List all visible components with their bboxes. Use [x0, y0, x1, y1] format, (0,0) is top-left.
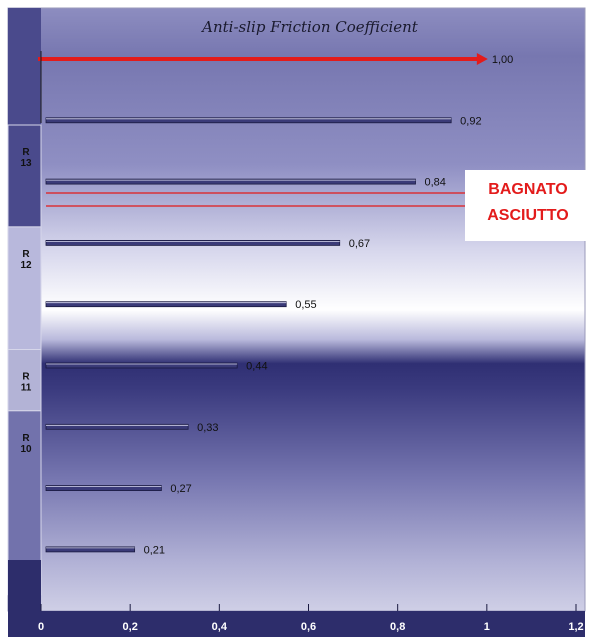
legend-label-asciutto: ASCIUTTO [487, 207, 568, 224]
bar [45, 485, 162, 492]
band-label: 11 [21, 383, 32, 394]
x-tick-label: 1,2 [568, 621, 583, 633]
legend-background [465, 170, 587, 241]
bar-value-label: 0,33 [197, 422, 218, 434]
chart-title: Anti-slip Friction Coefficient [200, 18, 419, 36]
x-axis-bar [8, 611, 585, 637]
band-label: 13 [20, 158, 32, 169]
bar-value-label: 1,00 [492, 54, 513, 66]
bar [45, 546, 136, 553]
band-label: R [22, 372, 30, 383]
bar-group: 1,00 0,92 0,84 0,67 0,55 0,44 0,33 0,27 0,21 [38, 51, 513, 556]
bar-value-label: 0,44 [246, 361, 267, 373]
legend-lines [46, 192, 467, 207]
band-cell [7, 124, 42, 228]
band-top-cell [8, 8, 41, 125]
x-tick-label: 1 [484, 621, 490, 633]
legend: BAGNATO ASCIUTTO [465, 170, 587, 241]
bar [45, 362, 238, 369]
bar [45, 239, 341, 246]
x-tick-label: 0,8 [390, 621, 405, 633]
bar-value-label: 0,67 [349, 238, 370, 250]
x-tick-label: 0 [38, 621, 44, 633]
band-cell [7, 226, 42, 350]
band-label: R [22, 147, 30, 158]
band-bottom-cell [8, 560, 41, 611]
x-tick-label: 0,6 [301, 621, 316, 633]
bar-value-label: 0,84 [425, 177, 446, 189]
band-label: R [22, 433, 30, 444]
bar [45, 117, 452, 124]
x-tick-label: 0,4 [212, 621, 228, 633]
band-cell [7, 349, 42, 412]
x-tick-label: 0,2 [123, 621, 138, 633]
bar [45, 178, 416, 185]
bar-value-label: 0,55 [295, 299, 316, 311]
legend-label-bagnato: BAGNATO [488, 181, 567, 198]
plot-background [8, 8, 585, 611]
bar-arrowhead [476, 53, 488, 65]
bar [45, 301, 287, 308]
bar-value-label: 0,21 [144, 544, 165, 556]
bar [45, 423, 189, 430]
band-label: R [22, 249, 30, 260]
band-label: 10 [20, 444, 32, 455]
band-label: 12 [20, 260, 32, 271]
x-axis-ticks: 0 0,2 0,4 0,6 0,8 1 1,2 [38, 604, 584, 633]
bar-value-label: 0,27 [170, 483, 191, 495]
bar-value-label: 0,92 [460, 115, 481, 127]
